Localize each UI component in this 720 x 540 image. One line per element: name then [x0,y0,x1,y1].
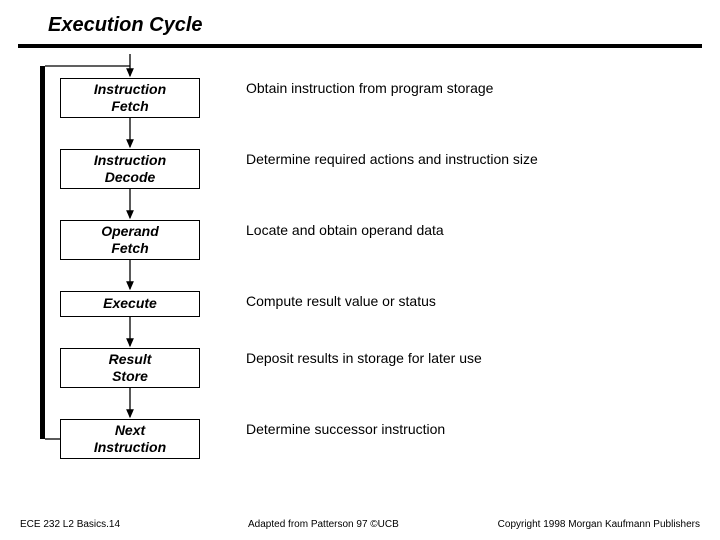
stage-box: ResultStore [60,348,200,388]
stage-description: Deposit results in storage for later use [246,350,606,366]
stage-label: Result [109,351,152,369]
footer-right: Copyright 1998 Morgan Kaufmann Publisher… [498,519,700,530]
stage-description: Obtain instruction from program storage [246,80,606,96]
stage-description: Locate and obtain operand data [246,222,606,238]
stage-description: Compute result value or status [246,293,606,309]
stage-box: Execute [60,291,200,317]
stage-label: Instruction [94,439,166,457]
stage-description: Determine required actions and instructi… [246,151,606,167]
stage-label: Decode [105,169,156,187]
stage-box: InstructionFetch [60,78,200,118]
stage-label: Execute [103,295,157,313]
stage-label: Operand [101,223,159,241]
stage-label: Fetch [111,240,148,258]
stage-label: Store [112,368,148,386]
stage-label: Instruction [94,152,166,170]
stage-label: Instruction [94,81,166,99]
footer-left: ECE 232 L2 Basics.14 [20,519,120,530]
stage-box: OperandFetch [60,220,200,260]
stage-description: Determine successor instruction [246,421,606,437]
stage-label: Next [115,422,145,440]
stage-box: NextInstruction [60,419,200,459]
footer-center: Adapted from Patterson 97 ©UCB [248,519,399,530]
stage-box: InstructionDecode [60,149,200,189]
stage-label: Fetch [111,98,148,116]
